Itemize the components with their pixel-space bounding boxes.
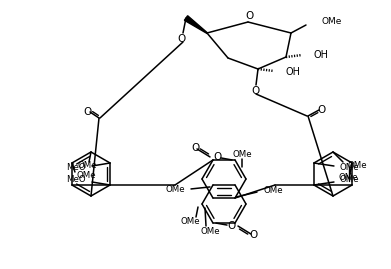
Text: O: O (83, 107, 91, 117)
Text: OH: OH (313, 50, 328, 60)
Text: OMe: OMe (340, 164, 360, 172)
Text: OMe: OMe (180, 218, 200, 226)
Text: OMe: OMe (338, 172, 358, 182)
Text: OMe: OMe (340, 175, 360, 185)
Text: MeO: MeO (66, 175, 86, 185)
Text: OMe: OMe (200, 226, 220, 235)
Text: OMe: OMe (77, 161, 97, 171)
Text: O: O (191, 143, 199, 153)
Text: OMe: OMe (77, 171, 97, 179)
Text: OMe: OMe (263, 186, 283, 194)
Text: O: O (177, 34, 185, 44)
Text: O: O (249, 230, 257, 240)
Text: O: O (318, 105, 326, 115)
Polygon shape (185, 16, 207, 33)
Text: MeO: MeO (66, 164, 86, 172)
Text: O: O (245, 11, 253, 21)
Text: OMe: OMe (165, 185, 185, 194)
Text: OH: OH (285, 67, 300, 77)
Text: O: O (213, 152, 221, 162)
Text: O: O (227, 221, 235, 231)
Text: O: O (251, 86, 259, 96)
Text: OMe: OMe (321, 17, 341, 27)
Text: OMe: OMe (233, 150, 252, 159)
Text: OMe: OMe (348, 161, 368, 171)
